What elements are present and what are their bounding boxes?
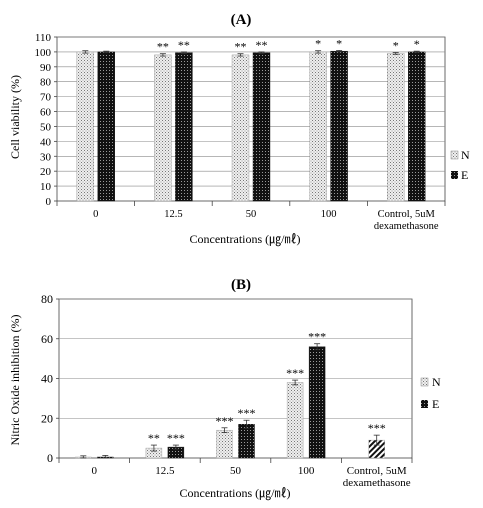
panel-a-y-tick-label: 100 bbox=[35, 47, 52, 59]
panel-a-y-axis-title: Cell viability (%) bbox=[8, 75, 22, 159]
panel-a-bar-n bbox=[76, 51, 95, 202]
panel-a-y-tick-label: 80 bbox=[40, 77, 52, 89]
panel-b-y-tick-label: 60 bbox=[41, 332, 53, 346]
panel-a-x-tick-label: dexamethasone bbox=[374, 221, 439, 232]
panel-a-x-tick-label: 0 bbox=[93, 209, 98, 220]
panel-a-plot-frame bbox=[56, 36, 446, 202]
panel-a-bar-n bbox=[231, 54, 250, 202]
panel-a-bar-e bbox=[97, 51, 116, 202]
panel-a-x-tick-label: 12.5 bbox=[164, 209, 182, 220]
panel-b-bar-n bbox=[286, 382, 304, 459]
legend-swatch-n bbox=[420, 377, 429, 387]
panel-a-bar-n bbox=[309, 51, 327, 202]
panel-b-y-axis-title: Nitric Oxide inhibition (%) bbox=[8, 315, 22, 446]
panel-a-y-tick-label: 70 bbox=[40, 92, 52, 104]
panel-a-y-tick-label: 50 bbox=[40, 121, 52, 133]
panel-b-significance-mark: *** bbox=[167, 431, 185, 445]
panel-a-significance-mark: ** bbox=[157, 40, 169, 54]
panel-b-significance-mark: *** bbox=[308, 330, 326, 344]
panel-a-bar-n bbox=[154, 54, 172, 202]
panel-a-significance-mark: ** bbox=[178, 38, 190, 52]
legend-label-n: N bbox=[461, 148, 470, 162]
panel-a-bar-e bbox=[252, 52, 271, 202]
panel-a-significance-mark: ** bbox=[256, 38, 268, 52]
panel-b-x-tick-label: Control, 5uM bbox=[347, 465, 407, 477]
panel-a: (A) 0 10 20 30 40 50 60 70 80 90 100 110 0 12.5 50 100 C… bbox=[8, 12, 470, 246]
panel-a-y-tick-label: 60 bbox=[40, 107, 52, 119]
panel-b-x-tick-label: 50 bbox=[230, 465, 242, 477]
panel-a-bar-e bbox=[408, 51, 426, 202]
panel-a-x-tick-label: 100 bbox=[321, 209, 337, 220]
panel-a-significance-mark: * bbox=[315, 37, 321, 51]
panel-a-x-axis-title: Concentrations (㎍/㎖) bbox=[190, 232, 301, 246]
panel-a-y-tick-label: 40 bbox=[40, 136, 52, 148]
panel-b-significance-mark: *** bbox=[238, 406, 256, 420]
panel-a-y-tick-label: 10 bbox=[40, 181, 52, 193]
panel-b-significance-mark: *** bbox=[216, 414, 234, 428]
panel-b-significance-mark: *** bbox=[286, 366, 304, 380]
panel-a-title: (A) bbox=[231, 12, 252, 28]
panel-b-significance-mark: *** bbox=[368, 421, 386, 435]
legend-swatch-n bbox=[450, 150, 459, 160]
panel-b-title: (B) bbox=[231, 277, 251, 293]
panel-b-x-tick-label: 12.5 bbox=[155, 465, 175, 477]
panel-b-x-tick-label: 100 bbox=[298, 465, 315, 477]
panel-b-legend: N E bbox=[420, 375, 441, 411]
panel-a-y-tick-label: 110 bbox=[35, 32, 52, 44]
panel-b-plot-area: 0 20 40 60 80 0 12.5 50 100 Control, 5uMdexametha… bbox=[41, 292, 413, 489]
panel-a-x-tick-label: Control, 5uM bbox=[378, 209, 436, 220]
panel-a-x-tick-label: 50 bbox=[246, 209, 257, 220]
legend-label-e: E bbox=[432, 397, 439, 411]
panel-a-significance-mark: * bbox=[414, 37, 420, 51]
panel-a-y-tick-label: 20 bbox=[40, 166, 52, 178]
panel-a-bar-e bbox=[330, 50, 348, 202]
panel-b-bar-e bbox=[308, 346, 326, 459]
panel-b-x-tick-label: 0 bbox=[92, 465, 98, 477]
panel-b-bar-n bbox=[216, 429, 233, 459]
panel-a-plot-area: 0 10 20 30 40 50 60 70 80 90 100 110 0 12.5 50 100 Contr… bbox=[35, 32, 446, 232]
legend-swatch-e bbox=[451, 171, 458, 179]
panel-a-y-tick-label: 0 bbox=[46, 196, 52, 208]
legend-label-n: N bbox=[432, 375, 441, 389]
panel-a-significance-mark: ** bbox=[235, 40, 247, 54]
panel-b: (B) 0 20 40 60 80 0 12.5 50 100 Control, 5uMdexam… bbox=[8, 277, 441, 500]
panel-b-y-tick-label: 80 bbox=[41, 292, 53, 306]
panel-b-y-tick-label: 40 bbox=[41, 372, 53, 386]
panel-b-x-tick-label: dexamethasone bbox=[343, 477, 411, 489]
panel-a-legend: N E bbox=[450, 148, 470, 182]
legend-label-e: E bbox=[461, 168, 468, 182]
legend-swatch-e bbox=[421, 400, 428, 408]
panel-a-bar-n bbox=[387, 53, 405, 202]
panel-a-significance-mark: * bbox=[336, 36, 342, 50]
panel-b-bar-e bbox=[238, 424, 255, 459]
panel-a-y-tick-label: 90 bbox=[40, 62, 52, 74]
panel-b-significance-mark: ** bbox=[148, 431, 160, 445]
panel-b-y-tick-label: 20 bbox=[41, 411, 53, 425]
panel-a-bar-e bbox=[175, 52, 193, 202]
panel-b-x-axis-title: Concentrations (㎍/㎖) bbox=[180, 486, 291, 500]
panel-b-y-tick-label: 0 bbox=[47, 451, 53, 465]
panel-a-significance-mark: * bbox=[393, 39, 399, 53]
panel-a-y-tick-label: 30 bbox=[40, 151, 52, 163]
